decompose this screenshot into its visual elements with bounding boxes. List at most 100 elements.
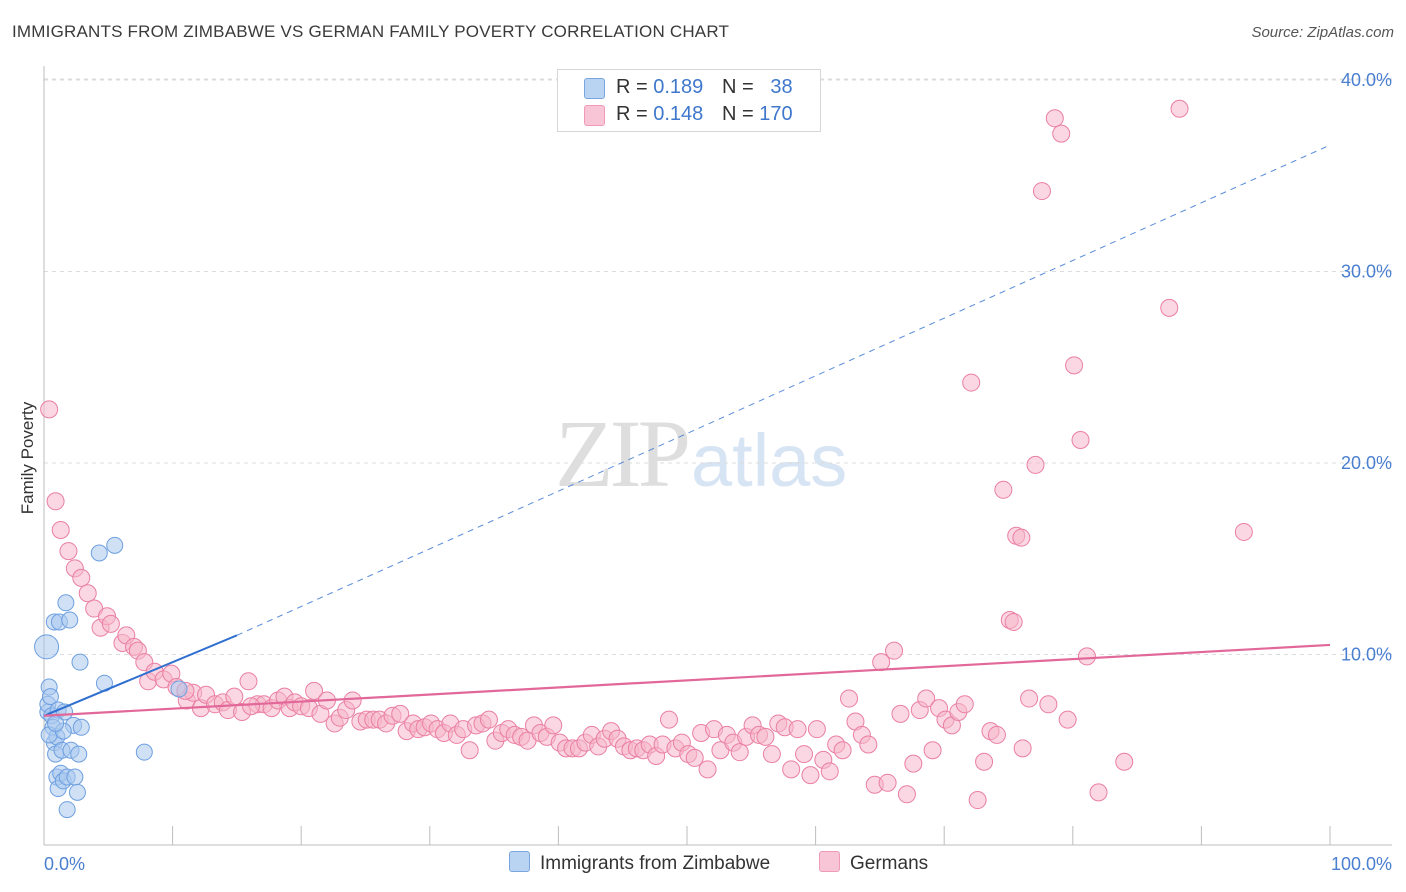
point-germans bbox=[962, 373, 981, 392]
point-germans bbox=[968, 791, 987, 810]
point-germans bbox=[878, 773, 897, 792]
point-germans bbox=[975, 752, 994, 771]
point-germans bbox=[782, 760, 801, 779]
point-germans bbox=[40, 400, 59, 419]
watermark-zip: ZIP bbox=[555, 400, 691, 507]
watermark: ZIPatlas bbox=[555, 398, 847, 509]
point-germans bbox=[1052, 124, 1071, 143]
point-germans bbox=[685, 748, 704, 767]
point-zimbabwe bbox=[90, 544, 108, 562]
point-germans bbox=[1045, 109, 1064, 128]
point-germans bbox=[1065, 356, 1084, 375]
point-zimbabwe bbox=[71, 653, 89, 671]
point-zimbabwe bbox=[70, 745, 88, 763]
point-germans bbox=[698, 760, 717, 779]
point-germans bbox=[51, 521, 70, 540]
x-tick-label: 100.0% bbox=[1331, 854, 1392, 874]
point-germans bbox=[788, 720, 807, 739]
trend-line-zimbabwe bbox=[43, 634, 238, 717]
point-germans bbox=[305, 681, 324, 700]
legend-item-germans: Germans bbox=[819, 851, 928, 875]
point-germans bbox=[101, 614, 120, 633]
point-germans bbox=[897, 785, 916, 804]
point-germans bbox=[1089, 783, 1108, 802]
point-germans bbox=[659, 710, 678, 729]
point-zimbabwe bbox=[41, 688, 59, 706]
legend-swatch-pink bbox=[819, 851, 840, 872]
point-germans bbox=[239, 672, 258, 691]
point-zimbabwe bbox=[61, 611, 79, 629]
source-label: Source: ZipAtlas.com bbox=[1251, 24, 1394, 41]
y-tick-label: 30.0% bbox=[1341, 262, 1392, 282]
trend-lines bbox=[43, 144, 1331, 717]
point-germans bbox=[1058, 710, 1077, 729]
point-germans bbox=[460, 741, 479, 760]
point-germans bbox=[891, 704, 910, 723]
point-germans bbox=[1026, 455, 1045, 474]
point-zimbabwe bbox=[72, 718, 90, 736]
point-zimbabwe bbox=[47, 714, 65, 732]
point-germans bbox=[801, 766, 820, 785]
point-germans bbox=[1032, 182, 1051, 201]
point-germans bbox=[1004, 612, 1023, 631]
point-germans bbox=[833, 741, 852, 760]
correlation-legend: R = 0.189 N = 38 R = 0.148 N = 170 bbox=[557, 69, 821, 132]
point-germans bbox=[1234, 522, 1253, 541]
point-germans bbox=[730, 743, 749, 762]
point-germans bbox=[544, 716, 563, 735]
legend-n: N = 38 bbox=[722, 76, 793, 98]
x-tick-label: 0.0% bbox=[44, 854, 85, 874]
point-germans bbox=[756, 727, 775, 746]
point-germans bbox=[994, 480, 1013, 499]
point-germans bbox=[762, 745, 781, 764]
point-germans bbox=[479, 710, 498, 729]
y-tick-label: 20.0% bbox=[1341, 453, 1392, 473]
legend-item-zimbabwe: Immigrants from Zimbabwe bbox=[509, 851, 770, 875]
point-zimbabwe bbox=[66, 768, 84, 786]
tick-labels: 10.0% 20.0% 30.0% 40.0% 0.0% 100.0% bbox=[44, 70, 1392, 874]
point-germans bbox=[46, 492, 65, 511]
legend-n: N = 170 bbox=[722, 103, 793, 125]
point-germans bbox=[840, 689, 859, 708]
point-germans bbox=[1012, 528, 1031, 547]
point-germans bbox=[885, 641, 904, 660]
point-germans bbox=[225, 687, 244, 706]
point-zimbabwe bbox=[58, 801, 76, 819]
point-zimbabwe bbox=[68, 783, 86, 801]
point-germans bbox=[391, 704, 410, 723]
point-germans bbox=[807, 720, 826, 739]
point-germans bbox=[1160, 298, 1179, 317]
legend-swatch-pink bbox=[584, 105, 605, 126]
chart-title: IMMIGRANTS FROM ZIMBABWE VS GERMAN FAMIL… bbox=[12, 22, 730, 41]
point-germans bbox=[72, 568, 91, 587]
trend-line-zimbabwe-extrapolated bbox=[236, 144, 1331, 636]
series-zimbabwe bbox=[34, 536, 188, 819]
legend-r: R = 0.148 bbox=[616, 103, 704, 125]
point-germans bbox=[820, 762, 839, 781]
point-germans bbox=[917, 689, 936, 708]
point-zimbabwe bbox=[106, 536, 124, 554]
series-germans bbox=[40, 99, 1253, 810]
point-germans bbox=[1071, 431, 1090, 450]
legend-swatch-blue bbox=[509, 851, 530, 872]
y-tick-label: 10.0% bbox=[1341, 645, 1392, 665]
point-germans bbox=[78, 584, 97, 603]
watermark-atlas: atlas bbox=[691, 419, 848, 502]
point-zimbabwe bbox=[135, 743, 153, 761]
point-germans bbox=[1020, 689, 1039, 708]
point-germans bbox=[1077, 647, 1096, 666]
trend-line-germans bbox=[43, 643, 1331, 717]
y-axis-title: Family Poverty bbox=[18, 401, 37, 514]
point-germans bbox=[343, 691, 362, 710]
point-zimbabwe bbox=[34, 634, 60, 660]
legend-swatch-blue bbox=[584, 78, 605, 99]
point-germans bbox=[1170, 99, 1189, 118]
point-germans bbox=[859, 735, 878, 754]
legend-label-zimbabwe: Immigrants from Zimbabwe bbox=[540, 853, 771, 874]
point-zimbabwe bbox=[170, 680, 188, 698]
point-germans bbox=[242, 697, 261, 716]
point-germans bbox=[987, 725, 1006, 744]
point-germans bbox=[955, 695, 974, 714]
series-legend: Immigrants from Zimbabwe Germans bbox=[0, 851, 1406, 879]
